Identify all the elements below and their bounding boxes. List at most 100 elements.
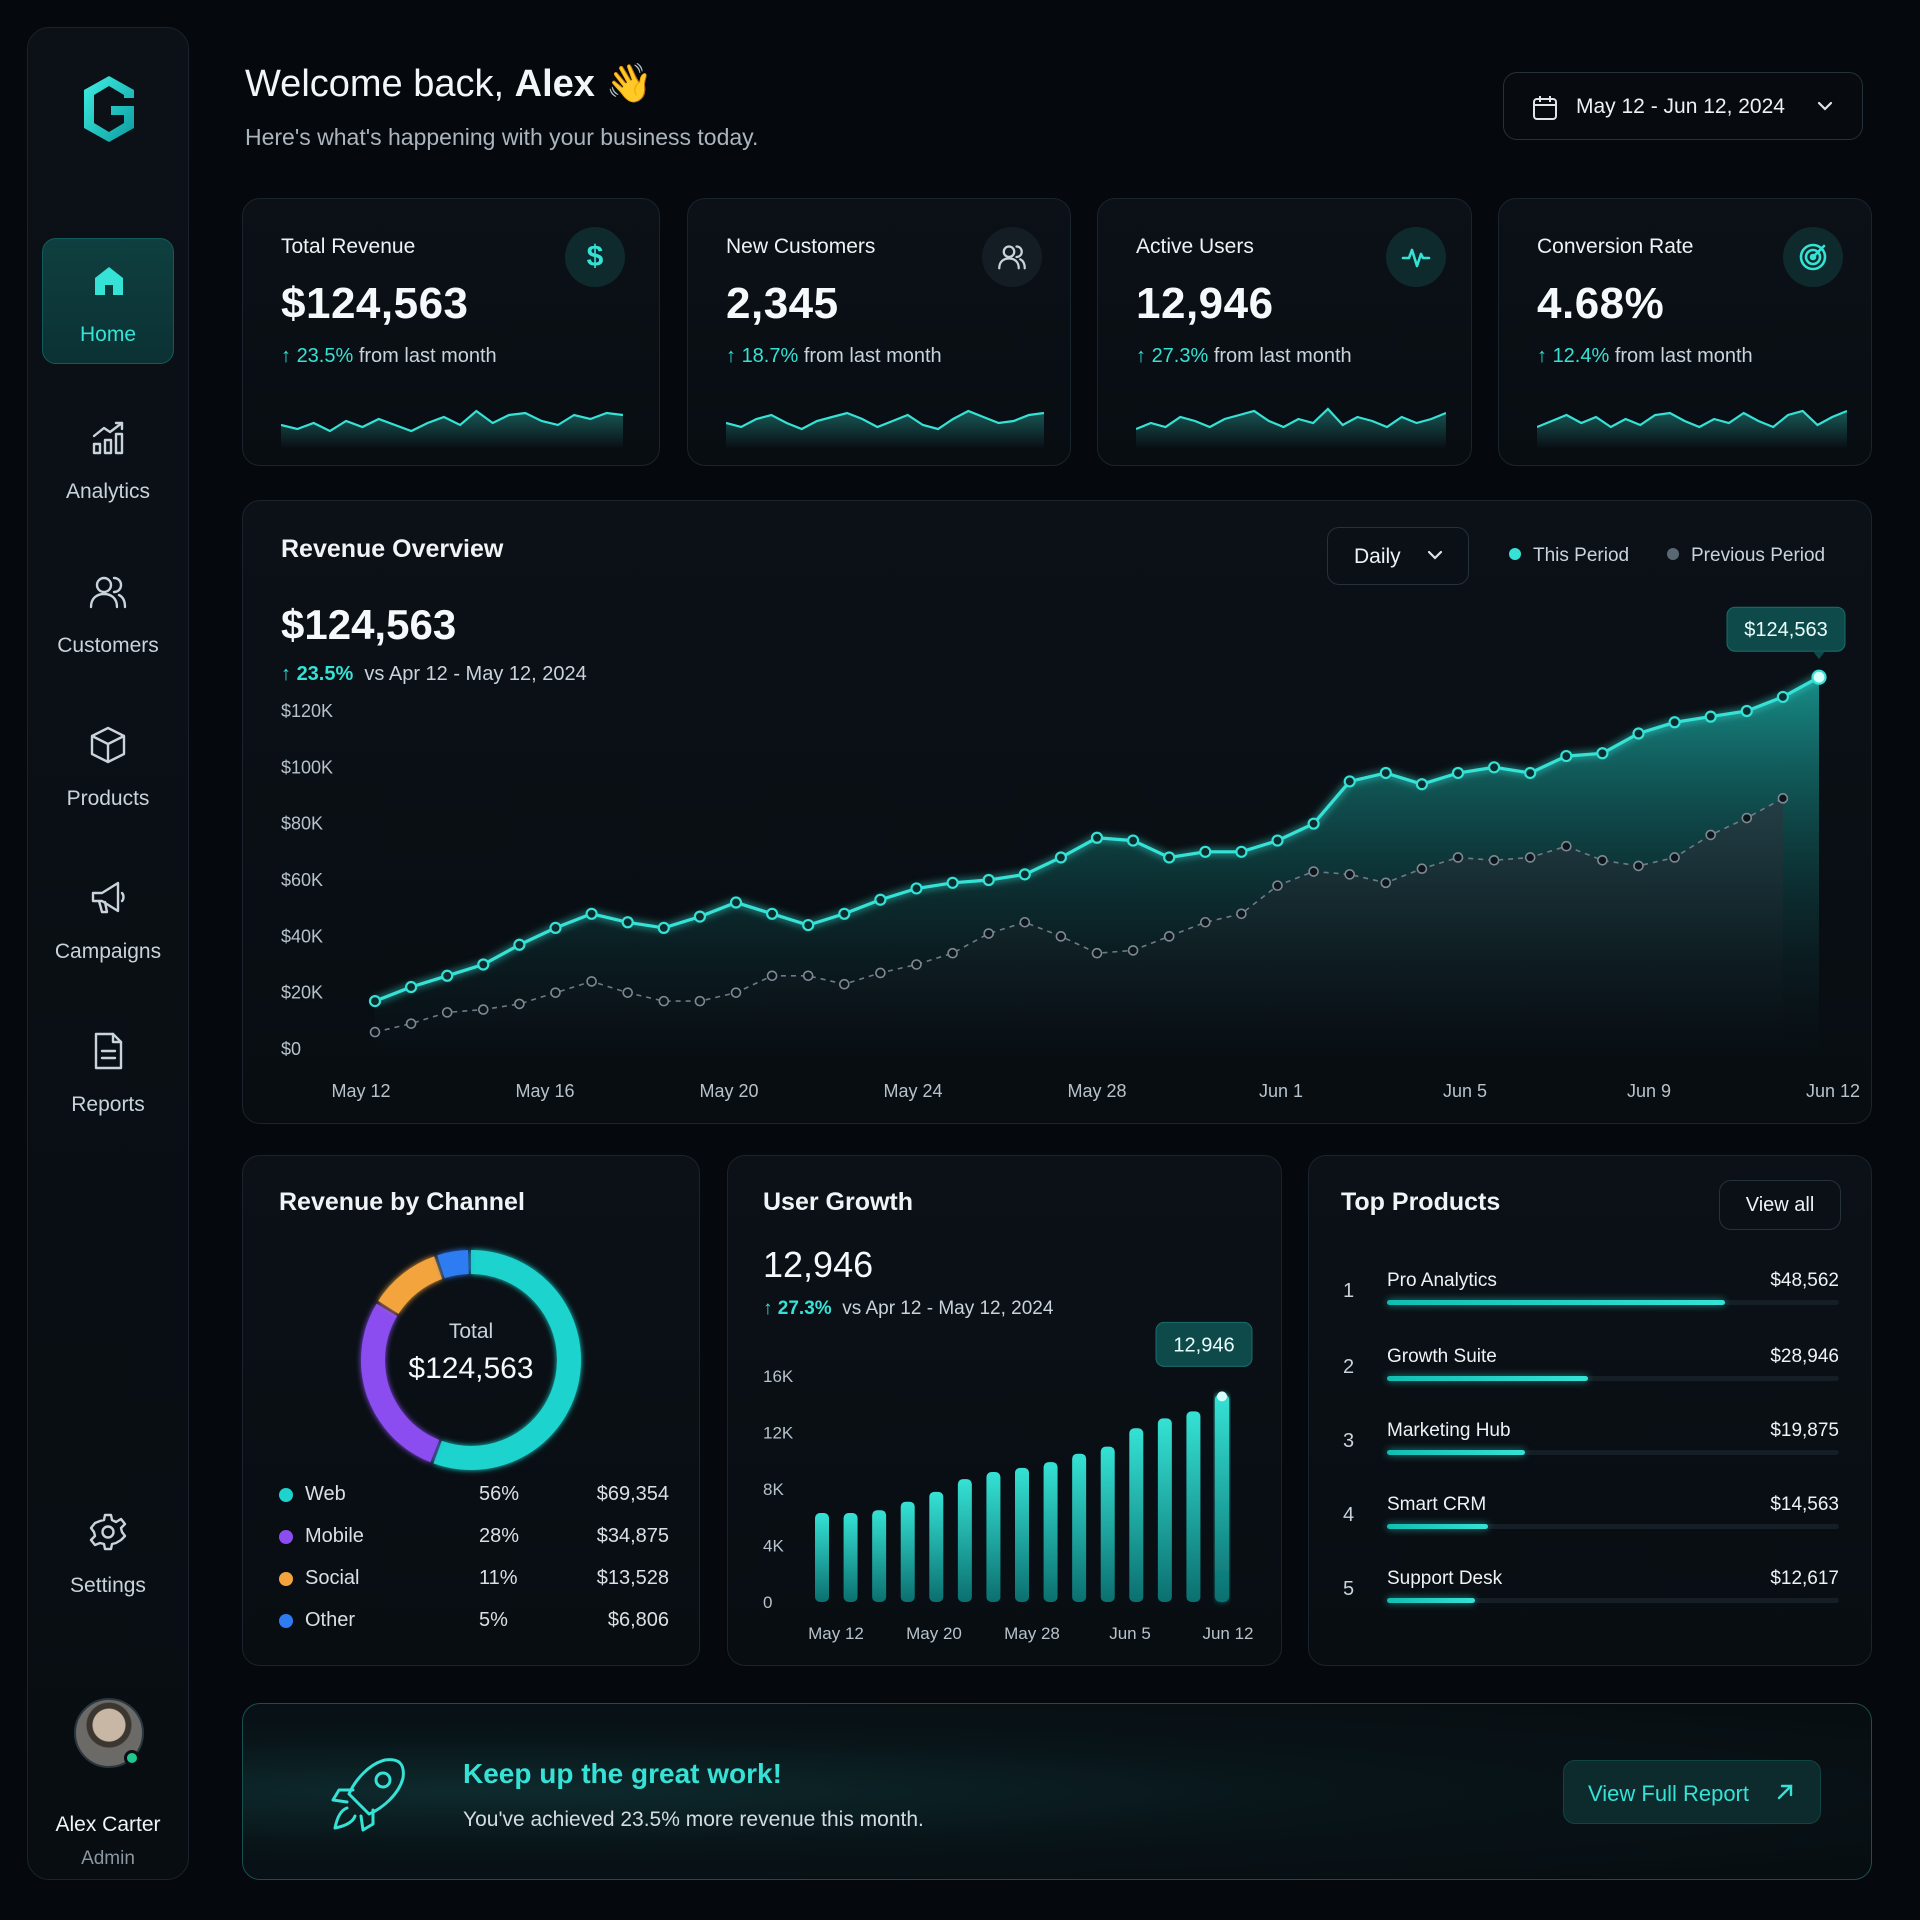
previous-period-point (1272, 880, 1283, 891)
channel-row-mobile: Mobile 28% $34,875 (279, 1523, 669, 1553)
x-tick-label: May 20 (699, 1081, 758, 1101)
this-period-point[interactable] (1307, 817, 1320, 830)
this-period-point[interactable] (1199, 845, 1212, 858)
x-tick-label: May 20 (906, 1624, 962, 1643)
this-period-point[interactable] (1271, 834, 1284, 847)
this-period-point[interactable] (1379, 766, 1392, 780)
kpi-card-new-customers: New Customers 2,345 ↑ 18.7% from last mo… (687, 198, 1071, 466)
legend-this-period[interactable]: This Period (1509, 545, 1629, 567)
this-period-point[interactable] (1235, 845, 1248, 858)
growth-bar[interactable] (872, 1510, 887, 1602)
this-period-point[interactable] (838, 907, 851, 920)
this-period-point[interactable] (1524, 766, 1537, 780)
previous-period-point (1416, 863, 1428, 875)
this-period-point[interactable] (1704, 710, 1717, 723)
product-row[interactable]: 5 Support Desk $12,617 (1343, 1568, 1839, 1624)
section-title: Revenue by Channel (279, 1188, 525, 1216)
this-period-point[interactable] (1668, 716, 1681, 729)
legend-label: Previous Period (1691, 545, 1826, 566)
this-period-point[interactable] (441, 969, 454, 982)
this-period-point[interactable] (874, 893, 887, 906)
this-period-point[interactable] (1126, 834, 1140, 847)
revenue-value: $124,563 (281, 601, 457, 648)
growth-bar[interactable] (843, 1513, 858, 1602)
growth-bar[interactable] (815, 1513, 829, 1602)
this-period-point[interactable] (621, 916, 634, 929)
previous-period-point (1308, 866, 1319, 877)
this-period-point[interactable] (1163, 851, 1176, 864)
view-all-button[interactable]: View all (1719, 1180, 1841, 1230)
legend-previous-period[interactable]: Previous Period (1667, 545, 1825, 567)
sparkline-area (1537, 411, 1847, 449)
sidebar-item-products[interactable]: Products (42, 703, 174, 829)
this-period-point[interactable] (982, 873, 995, 887)
brand-logo-icon[interactable] (78, 68, 140, 150)
this-period-point[interactable] (1090, 831, 1104, 844)
this-period-point[interactable] (693, 910, 706, 923)
legend-label: This Period (1533, 545, 1630, 566)
view-full-report-button[interactable]: View Full Report (1563, 1760, 1821, 1824)
product-row[interactable]: 4 Smart CRM $14,563 (1343, 1494, 1839, 1550)
this-period-point[interactable] (729, 896, 743, 909)
growth-bar[interactable] (986, 1472, 1001, 1602)
this-period-point[interactable] (910, 882, 923, 895)
growth-bar[interactable] (1129, 1428, 1144, 1602)
period-select[interactable]: Daily (1327, 527, 1469, 585)
this-period-point[interactable] (1343, 775, 1356, 788)
sidebar-item-home[interactable]: Home (42, 238, 174, 364)
this-period-point[interactable] (1776, 690, 1790, 704)
growth-bar[interactable] (1215, 1394, 1229, 1602)
this-period-point[interactable] (1632, 727, 1645, 740)
growth-bar[interactable] (957, 1479, 972, 1602)
kpi-title: Conversion Rate (1537, 235, 1694, 258)
sidebar-item-settings[interactable]: Settings (42, 1490, 174, 1616)
this-period-point[interactable] (1596, 747, 1609, 760)
sparkline (1537, 409, 1847, 449)
growth-bar[interactable] (1043, 1462, 1058, 1602)
this-period-point[interactable] (802, 918, 815, 932)
avatar[interactable] (74, 1698, 144, 1768)
growth-bar[interactable] (1157, 1418, 1172, 1602)
this-period-point[interactable] (1560, 749, 1573, 763)
sidebar-item-campaigns[interactable]: Campaigns (42, 856, 174, 982)
revenue-delta: ↑ 23.5% vs Apr 12 - May 12, 2024 (281, 663, 587, 685)
channel-dot (279, 1614, 293, 1628)
this-period-point[interactable] (477, 958, 490, 971)
this-period-point[interactable] (765, 907, 779, 920)
x-tick-label: May 24 (883, 1081, 942, 1101)
growth-bar[interactable] (1072, 1453, 1087, 1602)
growth-bar[interactable] (1186, 1411, 1201, 1602)
this-period-point[interactable] (1415, 778, 1429, 791)
this-period-point[interactable] (946, 876, 959, 889)
this-period-point[interactable] (657, 921, 670, 934)
sparkline-area (726, 411, 1044, 449)
this-period-point[interactable] (368, 995, 382, 1008)
this-period-point[interactable] (1054, 851, 1068, 864)
x-tick-label: Jun 5 (1109, 1624, 1151, 1643)
sidebar-item-customers[interactable]: Customers (42, 550, 174, 676)
growth-bar[interactable] (1100, 1446, 1115, 1602)
product-row[interactable]: 1 Pro Analytics $48,562 (1343, 1270, 1839, 1326)
this-period-point[interactable] (1811, 669, 1827, 685)
this-period-point[interactable] (1018, 868, 1031, 881)
growth-bar[interactable] (900, 1501, 915, 1602)
this-period-point[interactable] (1487, 761, 1501, 774)
revenue-overview-card: $0 $20K $40K $60K $80K $100K $120K May 12 May 16… (242, 500, 1872, 1124)
this-period-point[interactable] (1451, 766, 1465, 780)
donut-slice-web[interactable] (361, 1250, 581, 1470)
product-row[interactable]: 2 Growth Suite $28,946 (1343, 1346, 1839, 1402)
previous-period-point (478, 1004, 489, 1015)
this-period-point[interactable] (405, 980, 418, 994)
date-range-picker[interactable]: May 12 - Jun 12, 2024 (1503, 72, 1863, 140)
channel-dot (279, 1488, 293, 1502)
this-period-point[interactable] (513, 938, 526, 951)
growth-bar[interactable] (1015, 1467, 1029, 1602)
growth-bar[interactable] (929, 1491, 944, 1602)
product-row[interactable]: 3 Marketing Hub $19,875 (1343, 1420, 1839, 1476)
sidebar-item-analytics[interactable]: Analytics (42, 396, 174, 522)
this-period-point[interactable] (585, 907, 598, 920)
sidebar-item-reports[interactable]: Reports (42, 1009, 174, 1135)
donut-slice-mobile[interactable] (361, 1250, 581, 1470)
this-period-point[interactable] (1740, 704, 1753, 718)
this-period-point[interactable] (549, 921, 562, 934)
